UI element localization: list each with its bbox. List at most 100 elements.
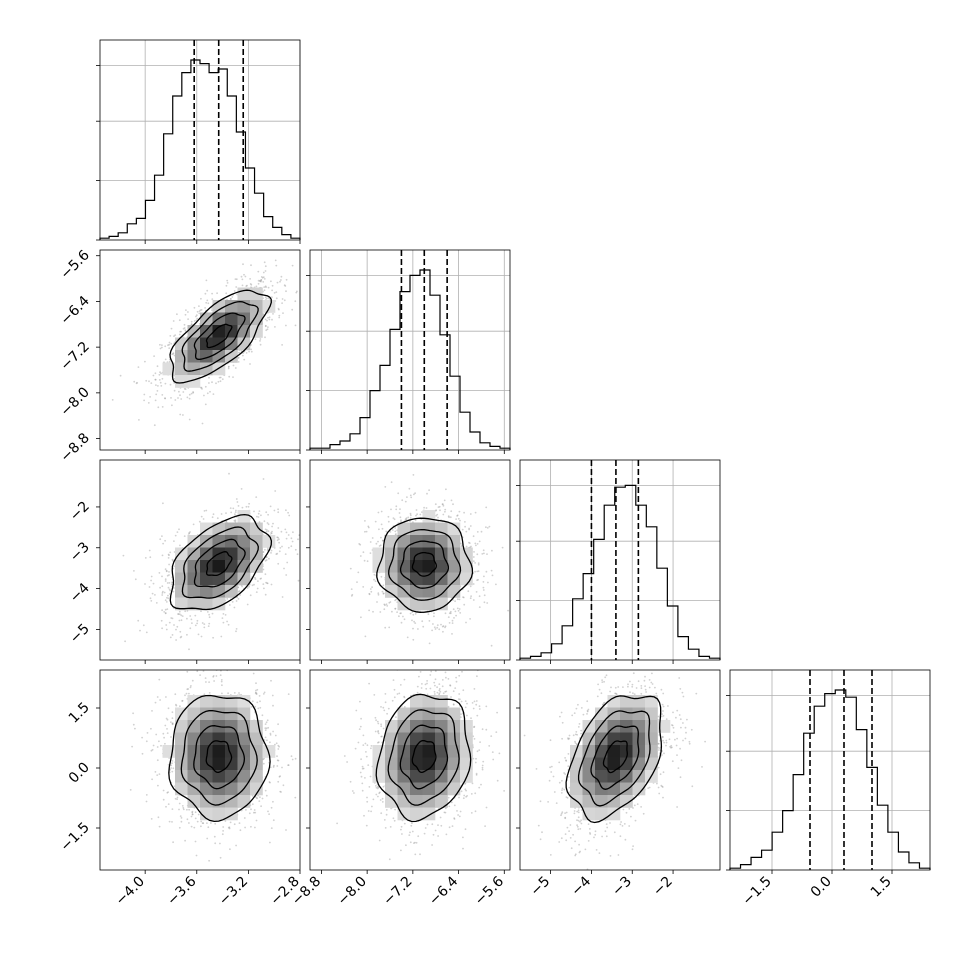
sample-point — [208, 622, 211, 625]
sample-point — [478, 595, 481, 598]
sample-point — [404, 518, 407, 521]
sample-point — [192, 391, 195, 393]
panel-frame — [99, 459, 301, 661]
sample-point — [357, 571, 360, 574]
sample-point — [264, 336, 266, 339]
sample-point — [161, 377, 164, 380]
sample-point — [188, 418, 191, 421]
sample-point — [291, 308, 294, 311]
sample-point — [482, 581, 485, 583]
sample-point — [237, 356, 240, 359]
sample-point — [243, 358, 246, 361]
sample-point — [287, 511, 289, 514]
sample-point — [269, 734, 272, 736]
sample-point — [155, 393, 158, 396]
sample-point — [168, 347, 171, 349]
sample-point — [154, 771, 157, 773]
contour-line — [411, 551, 437, 577]
sample-point — [444, 626, 446, 629]
density-cell — [225, 300, 238, 313]
sample-point — [476, 531, 479, 533]
sample-point — [259, 338, 262, 340]
contour-line — [169, 513, 273, 611]
sample-point — [167, 597, 170, 600]
density-cell — [175, 350, 188, 363]
sample-point — [431, 629, 433, 632]
sample-point — [374, 580, 377, 583]
sample-point — [349, 567, 352, 570]
panel-frame — [729, 669, 931, 871]
sample-point — [200, 309, 203, 311]
sample-point — [182, 391, 185, 393]
sample-point — [208, 376, 210, 379]
sample-point — [302, 290, 304, 292]
sample-point — [141, 752, 144, 755]
density-cell — [447, 572, 461, 586]
sample-point — [384, 604, 386, 607]
sample-point — [169, 335, 172, 337]
sample-point — [482, 586, 485, 589]
sample-point — [460, 545, 463, 548]
sample-point — [244, 275, 247, 278]
sample-point — [161, 394, 164, 396]
sample-point — [393, 518, 396, 521]
sample-point — [232, 376, 234, 378]
density-cell — [237, 510, 251, 523]
density-cell — [200, 585, 213, 598]
sample-point — [267, 513, 269, 516]
sample-point — [228, 472, 230, 475]
sample-point — [273, 292, 276, 294]
sample-point — [220, 513, 223, 515]
sample-point — [485, 506, 488, 509]
sample-point — [206, 289, 209, 292]
sample-point — [276, 281, 279, 284]
sample-point — [178, 319, 181, 322]
sample-point — [264, 318, 267, 321]
sample-point — [449, 516, 452, 519]
panel-frame — [519, 459, 721, 661]
sample-point — [451, 622, 454, 624]
sample-point — [168, 360, 171, 363]
sample-point — [173, 540, 175, 542]
sample-point — [436, 626, 439, 629]
sample-point — [284, 285, 287, 287]
sample-point — [122, 554, 125, 557]
sample-point — [161, 592, 164, 594]
sample-point — [285, 278, 288, 281]
density-cell — [435, 597, 448, 611]
sample-point — [249, 278, 252, 280]
sample-point — [220, 876, 222, 878]
sample-point — [376, 601, 378, 603]
sample-point — [166, 608, 169, 610]
sample-point — [481, 553, 484, 555]
sample-point — [257, 282, 260, 285]
sample-point — [241, 284, 244, 287]
sample-point — [264, 270, 267, 272]
sample-point — [364, 520, 366, 522]
density-cell — [447, 560, 461, 573]
sample-point — [184, 388, 187, 390]
sample-point — [421, 620, 424, 623]
sample-point — [227, 826, 230, 829]
sample-point — [241, 585, 244, 588]
sample-point — [186, 617, 188, 620]
sample-point — [206, 392, 209, 395]
sample-point — [216, 517, 219, 520]
sample-point — [387, 515, 390, 518]
sample-point — [278, 314, 281, 317]
sample-point — [272, 313, 274, 315]
density-cell — [397, 560, 411, 573]
sample-point — [414, 622, 417, 624]
sample-point — [200, 610, 202, 613]
sample-point — [159, 381, 162, 384]
sample-point — [143, 393, 146, 396]
density-cell — [175, 375, 188, 388]
sample-point — [441, 625, 444, 628]
sample-point — [488, 525, 491, 528]
sample-point — [277, 723, 279, 726]
sample-point — [270, 583, 273, 586]
sample-point — [177, 613, 180, 615]
sample-point — [421, 511, 423, 513]
sample-point — [266, 549, 269, 552]
sample-point — [172, 590, 175, 593]
